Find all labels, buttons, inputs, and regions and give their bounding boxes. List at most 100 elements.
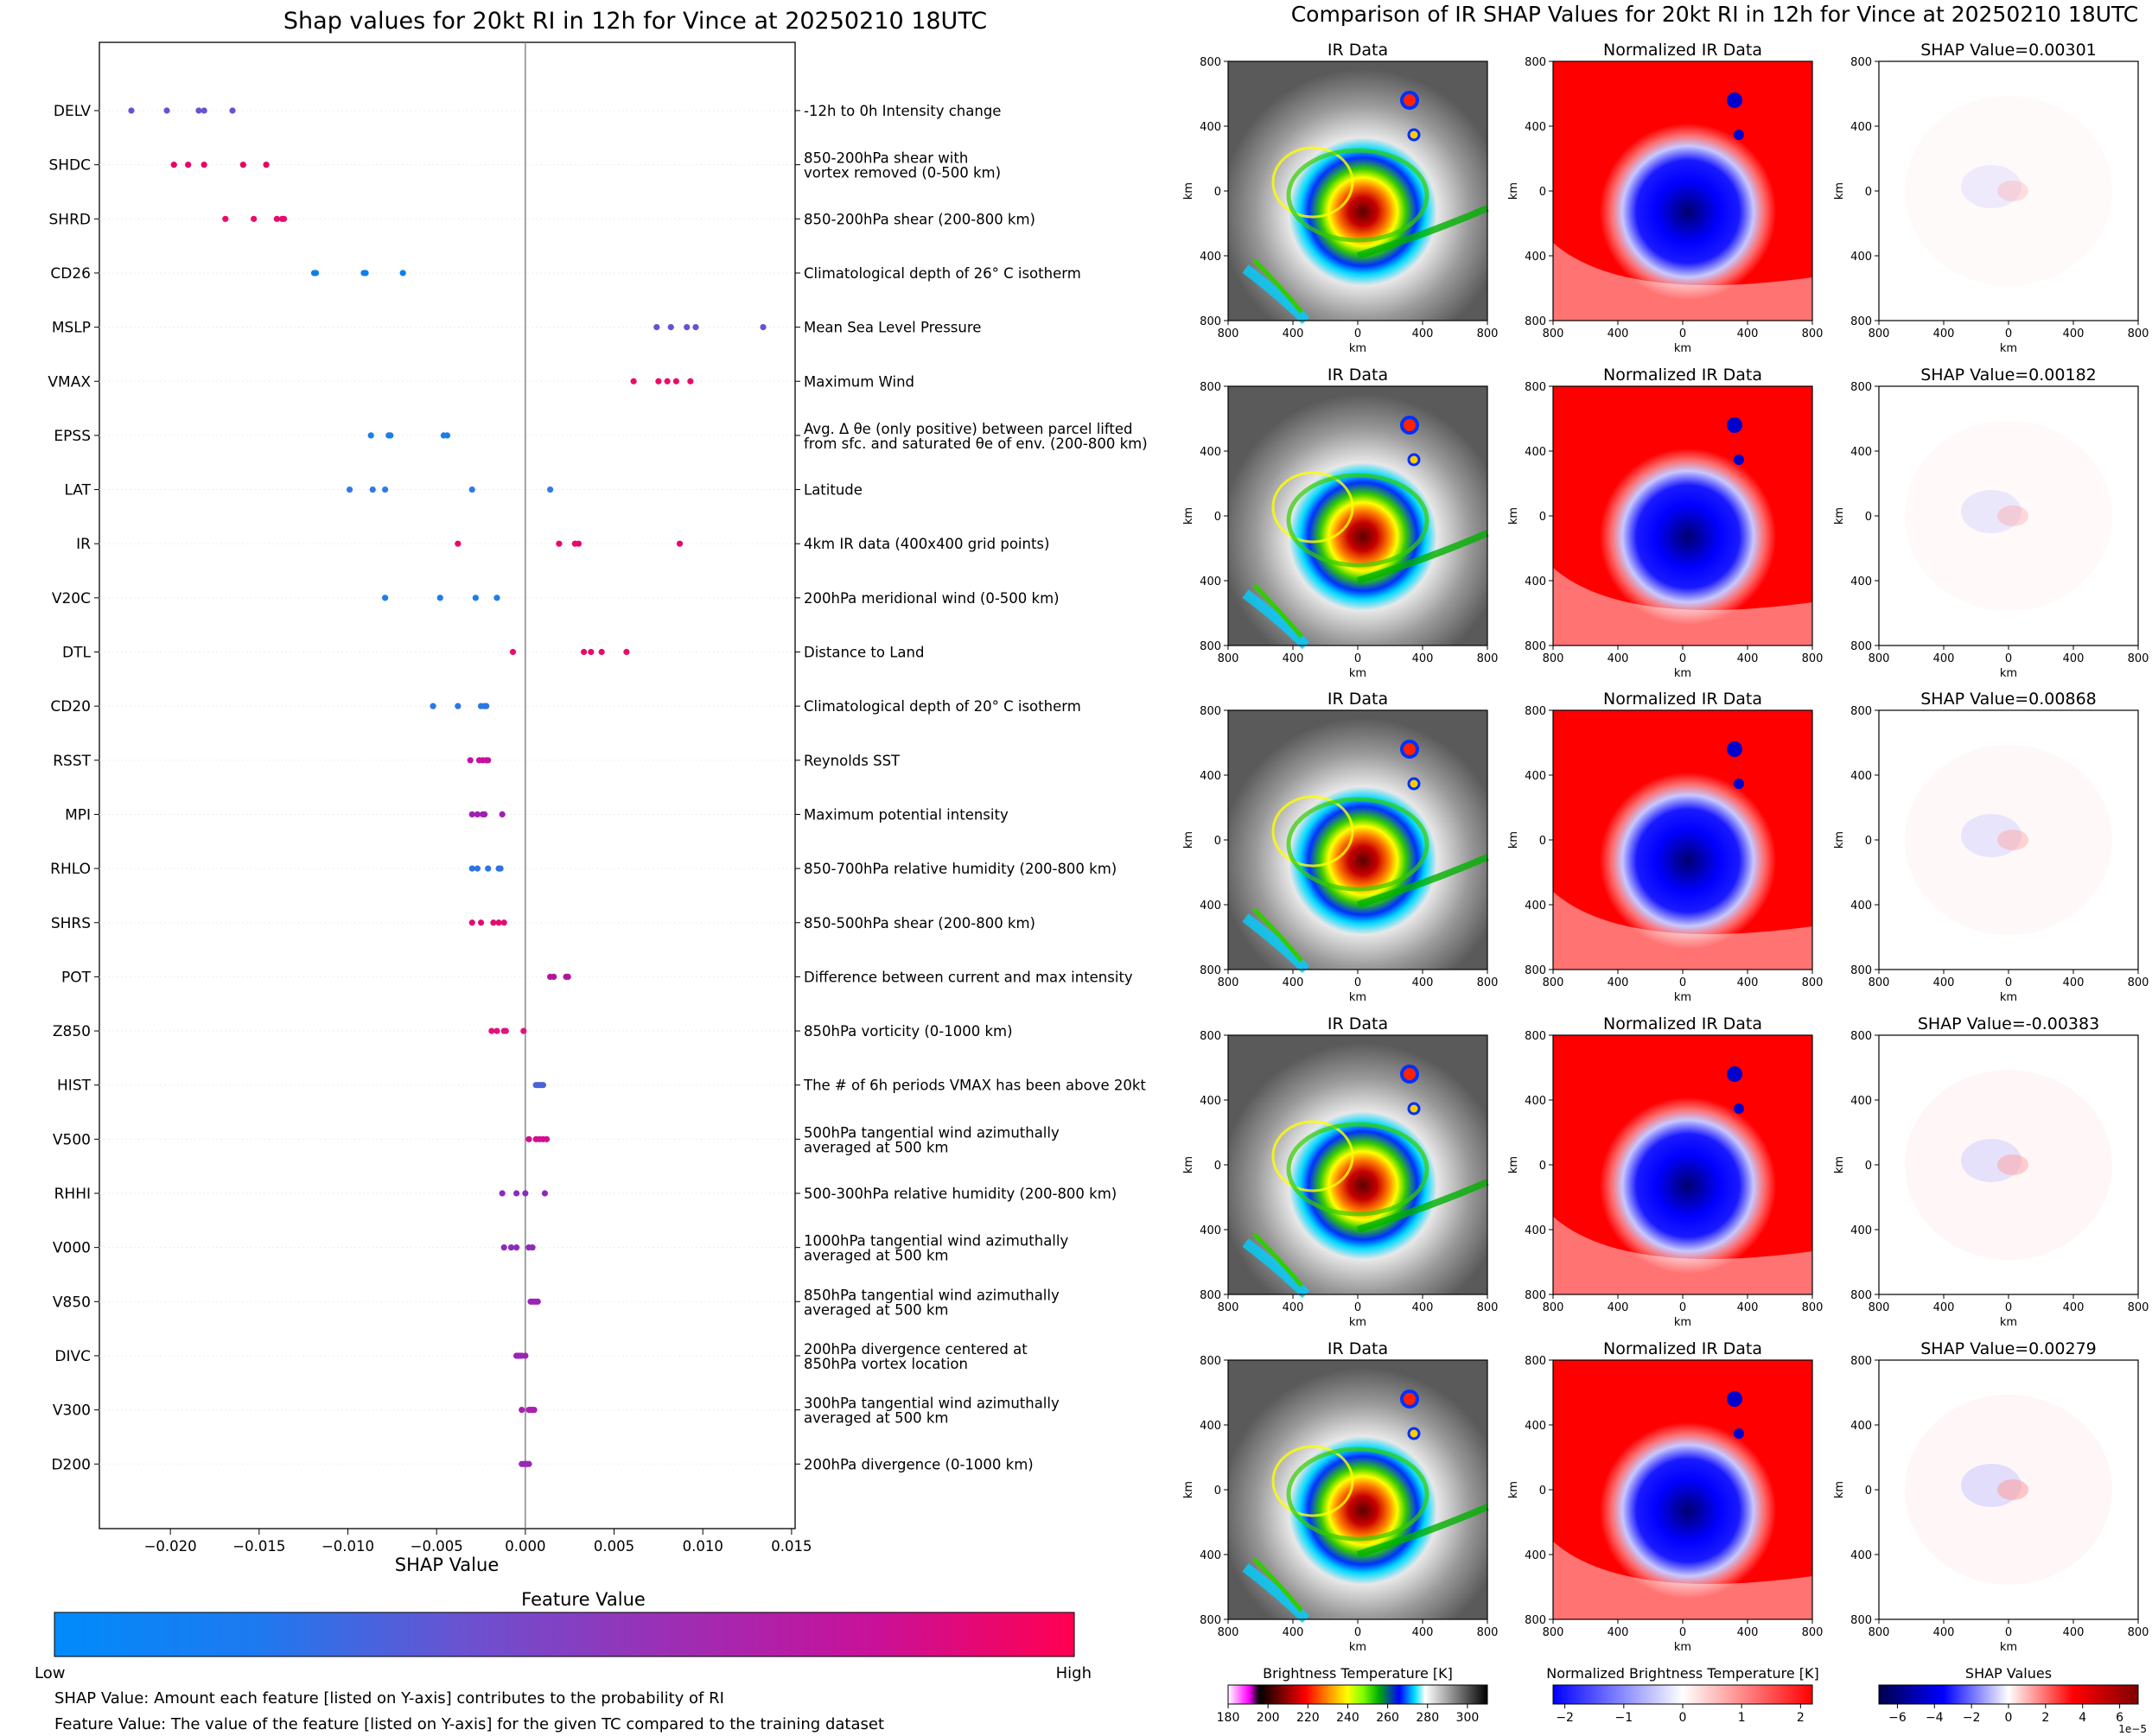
y-axis-label: km xyxy=(1182,507,1195,525)
shap-point-delv xyxy=(163,107,170,114)
y-axis-label: km xyxy=(1833,1481,1846,1498)
feature-desc-shrs: 850-500hPa shear (200-800 km) xyxy=(804,915,1035,932)
y-tick-label: 400 xyxy=(1525,446,1546,459)
y-tick-label: 800 xyxy=(1200,381,1221,394)
shap-point-epss xyxy=(387,432,394,439)
shap-point-vmax xyxy=(655,378,662,385)
x-axis-ticks: −0.020 −0.015 −0.010 −0.005 0.000 0.005 0.010 0… xyxy=(144,1529,812,1555)
y-tick-label: 800 xyxy=(1850,1030,1872,1043)
x-tick-label: 0 xyxy=(2005,327,2012,340)
y-tick-label: 800 xyxy=(1850,315,1872,328)
shap-point-rhlo xyxy=(497,865,504,872)
brightness-temp-colorbar: Brightness Temperature [K] 180 200 220 240 26… xyxy=(1217,1665,1488,1725)
y-tick-label: 400 xyxy=(1525,1549,1546,1562)
feature-label-mpi: MPI xyxy=(65,806,91,823)
shap-point-dtl xyxy=(623,648,630,656)
colorbar-offset: 1e−5 xyxy=(2118,1723,2147,1735)
shap-point-cd20 xyxy=(483,703,490,709)
x-axis-label: km xyxy=(1349,1641,1366,1654)
y-axis-label: km xyxy=(1182,182,1195,200)
x-tick-label: 400 xyxy=(1412,652,1434,665)
x-tick-label: 400 xyxy=(1608,1626,1629,1639)
feature-label-v000: V000 xyxy=(53,1240,91,1257)
y-tick-label: 0 xyxy=(1865,835,1872,848)
y-tick-label: 400 xyxy=(1850,575,1872,588)
y-tick-label: 800 xyxy=(1200,640,1221,653)
x-tick-label: 400 xyxy=(1412,1626,1434,1639)
shap-points xyxy=(128,107,767,1467)
y-tick-label: 800 xyxy=(1525,1030,1546,1043)
x-tick-label: 400 xyxy=(1933,652,1955,665)
x-tick-label: −0.005 xyxy=(411,1538,463,1555)
y-tick-label: 0 xyxy=(1214,1160,1221,1173)
x-tick-label: 800 xyxy=(2128,976,2149,989)
feature-label-shrd: SHRD xyxy=(49,211,91,228)
y-tick-label: 800 xyxy=(1850,705,1872,718)
y-tick-label: 800 xyxy=(1200,56,1221,69)
x-tick-label: 400 xyxy=(1933,1301,1955,1314)
colorbar-tick: 200 xyxy=(1257,1711,1280,1725)
x-tick-label: 800 xyxy=(1869,327,1890,340)
row-gridlines xyxy=(99,110,795,1465)
y-tick-label: 400 xyxy=(1200,251,1221,264)
x-tick-label: 0 xyxy=(2005,976,2012,989)
colorbar-tick: 4 xyxy=(2079,1711,2086,1725)
feature-label-shdc: SHDC xyxy=(48,157,91,175)
shap-point-pot xyxy=(564,973,571,980)
x-tick-label: 800 xyxy=(1802,1626,1824,1639)
shap-point-delv xyxy=(201,107,207,114)
y-tick-label: 400 xyxy=(1200,121,1221,134)
colorbar-tick: 2 xyxy=(1797,1711,1805,1725)
y-axis-label: km xyxy=(1833,831,1846,849)
feature-descriptions: -12h to 0h Intensity change 850-200hPa sh… xyxy=(795,103,1148,1472)
x-axis-label: km xyxy=(1349,991,1366,1004)
x-tick-label: 0 xyxy=(1354,1301,1361,1314)
colorbar-title: Feature Value xyxy=(521,1589,646,1610)
footnote-feature: Feature Value: The value of the feature … xyxy=(54,1715,884,1733)
colorbar-tick: −1 xyxy=(1614,1711,1633,1725)
ir-colorbars: Brightness Temperature [K]180 200 220 240 26… xyxy=(1217,1665,2147,1735)
feature-desc-vmax: Maximum Wind xyxy=(804,373,914,390)
shap-point-shdc xyxy=(239,162,246,169)
feature-label-rsst: RSST xyxy=(53,753,91,770)
x-tick-label: 400 xyxy=(1933,327,1955,340)
y-tick-label: 400 xyxy=(1850,1095,1872,1108)
x-tick-label: 800 xyxy=(1477,327,1499,340)
feature-desc-rhhi: 500-300hPa relative humidity (200-800 km… xyxy=(804,1186,1117,1202)
feature-value-colorbar xyxy=(54,1612,1075,1657)
feature-desc-v850: averaged at 500 km xyxy=(804,1301,948,1318)
colorbar-high-label: High xyxy=(1056,1664,1092,1682)
y-tick-label: 400 xyxy=(1200,770,1221,783)
y-tick-label: 400 xyxy=(1850,1549,1872,1562)
shap-point-mpi xyxy=(474,811,481,818)
shap-point-shrd xyxy=(273,215,280,222)
x-tick-label: 400 xyxy=(1737,1626,1759,1639)
ir-data-panel-title: IR Data xyxy=(1327,41,1388,60)
shap-point-mslp xyxy=(684,324,691,331)
x-tick-label: 800 xyxy=(1218,327,1239,340)
shap-point-delv xyxy=(128,107,135,114)
y-axis-label: km xyxy=(1833,182,1846,200)
normalized-ir-panel: Normalized IR Data8008004004000040040080… xyxy=(1507,41,1823,355)
y-tick-label: 0 xyxy=(1214,186,1221,199)
ir-row-1: IR Data80080040040000400400800800kmkmNor… xyxy=(1182,41,2149,355)
shap-point-rhhi xyxy=(513,1190,520,1197)
feature-label-ir: IR xyxy=(76,536,91,553)
feature-desc-v000: averaged at 500 km xyxy=(804,1248,948,1264)
colorbar-label: Normalized Brightness Temperature [K] xyxy=(1546,1665,1819,1682)
x-tick-label: 800 xyxy=(1218,1626,1239,1639)
shap-value-panel: SHAP Value=-0.00383800800400400004004008… xyxy=(1833,1014,2149,1329)
shap-value-panel-title: SHAP Value=0.00182 xyxy=(1920,366,2097,385)
feature-desc-v300: 300hPa tangential wind azimuthally xyxy=(804,1396,1060,1412)
y-tick-label: 0 xyxy=(1865,511,1872,524)
right-chart-title: Comparison of IR SHAP Values for 20kt RI… xyxy=(1291,2,2139,27)
shap-point-v20c xyxy=(436,595,443,601)
colorbar-tick: 220 xyxy=(1296,1711,1320,1725)
shap-point-ir xyxy=(575,540,583,547)
shap-point-z850 xyxy=(488,1027,495,1034)
x-tick-label: 400 xyxy=(1283,976,1304,989)
x-tick-label: 0.005 xyxy=(594,1538,634,1555)
shap-point-mpi xyxy=(481,811,488,818)
